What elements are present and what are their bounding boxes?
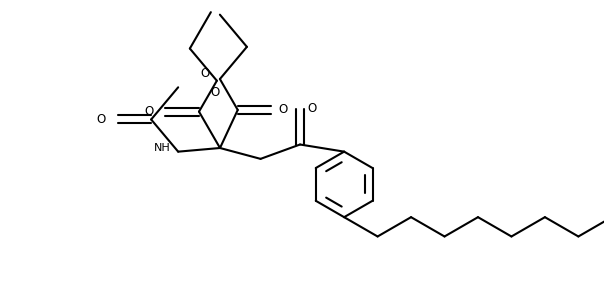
Text: O: O xyxy=(144,105,153,118)
Text: O: O xyxy=(210,86,219,99)
Text: O: O xyxy=(201,66,210,80)
Text: O: O xyxy=(278,103,288,116)
Text: NH: NH xyxy=(153,143,170,153)
Text: O: O xyxy=(307,102,316,115)
Text: O: O xyxy=(96,113,106,126)
